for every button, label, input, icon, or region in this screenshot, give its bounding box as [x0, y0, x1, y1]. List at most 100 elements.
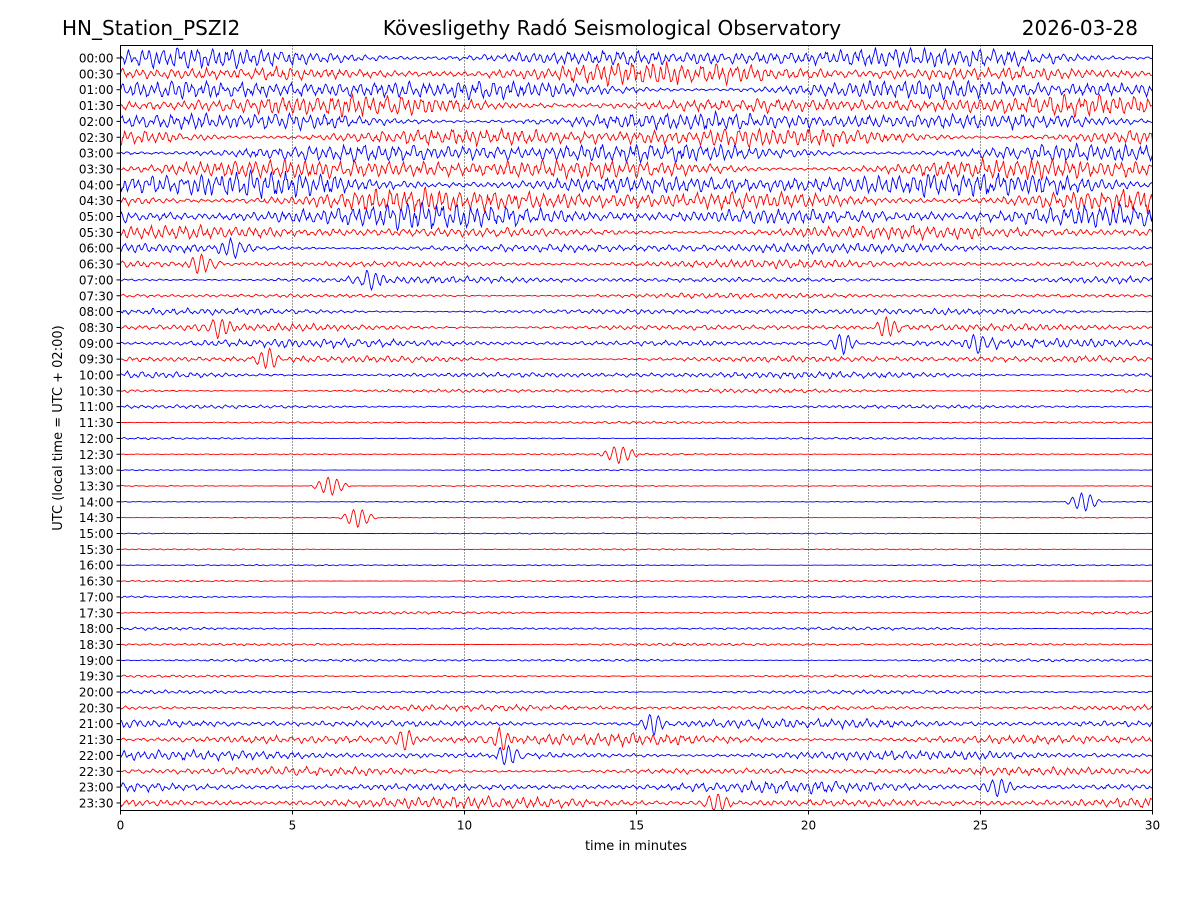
trace-0200 — [120, 109, 1153, 132]
trace-0400 — [120, 168, 1153, 199]
trace-2130 — [120, 725, 1153, 751]
y-tick-label: 00:00 — [79, 52, 114, 66]
trace-0030 — [120, 61, 1153, 88]
trace-0130 — [120, 92, 1153, 119]
x-tick-label: 20 — [801, 819, 816, 833]
y-tick-label: 00:30 — [79, 67, 114, 81]
y-tick-label: 02:00 — [79, 115, 114, 129]
y-tick-label: 19:30 — [79, 670, 114, 684]
y-tick-label: 18:00 — [79, 622, 114, 636]
trace-2200 — [120, 744, 1153, 766]
trace-2030 — [120, 703, 1153, 713]
x-tick-label: 0 — [117, 819, 125, 833]
y-tick-label: 13:30 — [79, 479, 114, 493]
trace-0530 — [120, 223, 1153, 242]
trace-0830 — [120, 315, 1153, 340]
trace-0900 — [120, 333, 1153, 356]
trace-0600 — [120, 236, 1153, 260]
y-tick-label: 04:00 — [79, 178, 114, 192]
trace-2000 — [120, 689, 1153, 695]
y-tick-label: 06:00 — [79, 242, 114, 256]
y-tick-label: 17:30 — [79, 606, 114, 620]
y-tick-label: 08:00 — [79, 305, 114, 319]
trace-1800 — [120, 626, 1153, 631]
x-tick-label: 5 — [289, 819, 297, 833]
y-tick-label: 15:00 — [79, 527, 114, 541]
y-tick-label: 11:30 — [79, 416, 114, 430]
trace-1700 — [120, 595, 1153, 599]
trace-1300 — [120, 468, 1153, 472]
trace-1600 — [120, 564, 1153, 567]
trace-2100 — [120, 713, 1153, 736]
y-tick-label: 15:30 — [79, 543, 114, 557]
station-name: HN_Station_PSZI2 — [62, 16, 240, 40]
y-tick-label: 22:00 — [79, 749, 114, 763]
trace-0700 — [120, 269, 1153, 292]
y-tick-label: 20:00 — [79, 686, 114, 700]
y-tick-label: 09:00 — [79, 337, 114, 351]
y-axis-label: UTC (local time = UTC + 02:00) — [51, 325, 66, 530]
y-tick-label: 10:30 — [79, 384, 114, 398]
y-tick-label: 10:00 — [79, 369, 114, 383]
y-tick-label: 16:30 — [79, 575, 114, 589]
y-tick-label: 01:30 — [79, 99, 114, 113]
y-tick-label: 21:00 — [79, 717, 114, 731]
trace-1900 — [120, 658, 1153, 663]
y-tick-label: 23:30 — [79, 796, 114, 810]
trace-0800 — [120, 307, 1153, 316]
trace-1200 — [120, 436, 1153, 440]
trace-1130 — [120, 420, 1153, 425]
trace-0730 — [120, 292, 1153, 300]
x-tick-label: 25 — [973, 819, 988, 833]
trace-2300 — [120, 778, 1153, 798]
y-tick-label: 03:00 — [79, 147, 114, 161]
seismic-traces — [120, 46, 1153, 811]
trace-2330 — [120, 793, 1153, 811]
y-tick-label: 14:30 — [79, 511, 114, 525]
trace-1330 — [120, 476, 1153, 496]
x-axis-label: time in minutes — [585, 839, 687, 854]
y-tick-label: 05:00 — [79, 210, 114, 224]
trace-2230 — [120, 765, 1153, 777]
y-tick-label: 02:30 — [79, 131, 114, 145]
y-tick-label: 16:00 — [79, 559, 114, 573]
y-tick-label: 17:00 — [79, 590, 114, 604]
x-tick-labels: 0 5 10 15 20 25 30 — [117, 810, 1160, 833]
y-tick-label: 18:30 — [79, 638, 114, 652]
trace-0630 — [120, 253, 1153, 275]
y-tick-label: 23:00 — [79, 781, 114, 795]
trace-0100 — [120, 79, 1153, 101]
y-tick-label: 04:30 — [79, 194, 114, 208]
y-tick-label: 22:30 — [79, 765, 114, 779]
y-tick-label: 08:30 — [79, 321, 114, 335]
trace-1430 — [120, 508, 1153, 528]
plot-frame — [120, 45, 1153, 811]
y-tick-label: 19:00 — [79, 654, 114, 668]
y-tick-label: 21:30 — [79, 733, 114, 747]
y-tick-label: 07:30 — [79, 289, 114, 303]
x-tick-label: 10 — [457, 819, 472, 833]
trace-1830 — [120, 642, 1153, 647]
trace-1500 — [120, 532, 1153, 535]
y-tick-label: 14:00 — [79, 495, 114, 509]
trace-1400 — [120, 491, 1153, 512]
chart-date: 2026-03-28 — [1022, 16, 1138, 40]
trace-0500 — [120, 202, 1153, 232]
x-tick-label: 15 — [629, 819, 644, 833]
trace-1100 — [120, 404, 1153, 410]
y-tick-label: 06:30 — [79, 258, 114, 272]
trace-1630 — [120, 579, 1153, 583]
trace-1000 — [120, 369, 1153, 380]
trace-0230 — [120, 127, 1153, 150]
y-tick-label: 03:30 — [79, 162, 114, 176]
y-tick-label: 13:00 — [79, 464, 114, 478]
trace-0300 — [120, 142, 1153, 165]
y-tick-label: 01:00 — [79, 83, 114, 97]
y-tick-label: 12:00 — [79, 432, 114, 446]
y-tick-label: 20:30 — [79, 701, 114, 715]
trace-1930 — [120, 674, 1153, 679]
trace-1530 — [120, 548, 1153, 551]
vertical-grid-lines — [292, 45, 981, 811]
y-tick-label: 11:00 — [79, 400, 114, 414]
